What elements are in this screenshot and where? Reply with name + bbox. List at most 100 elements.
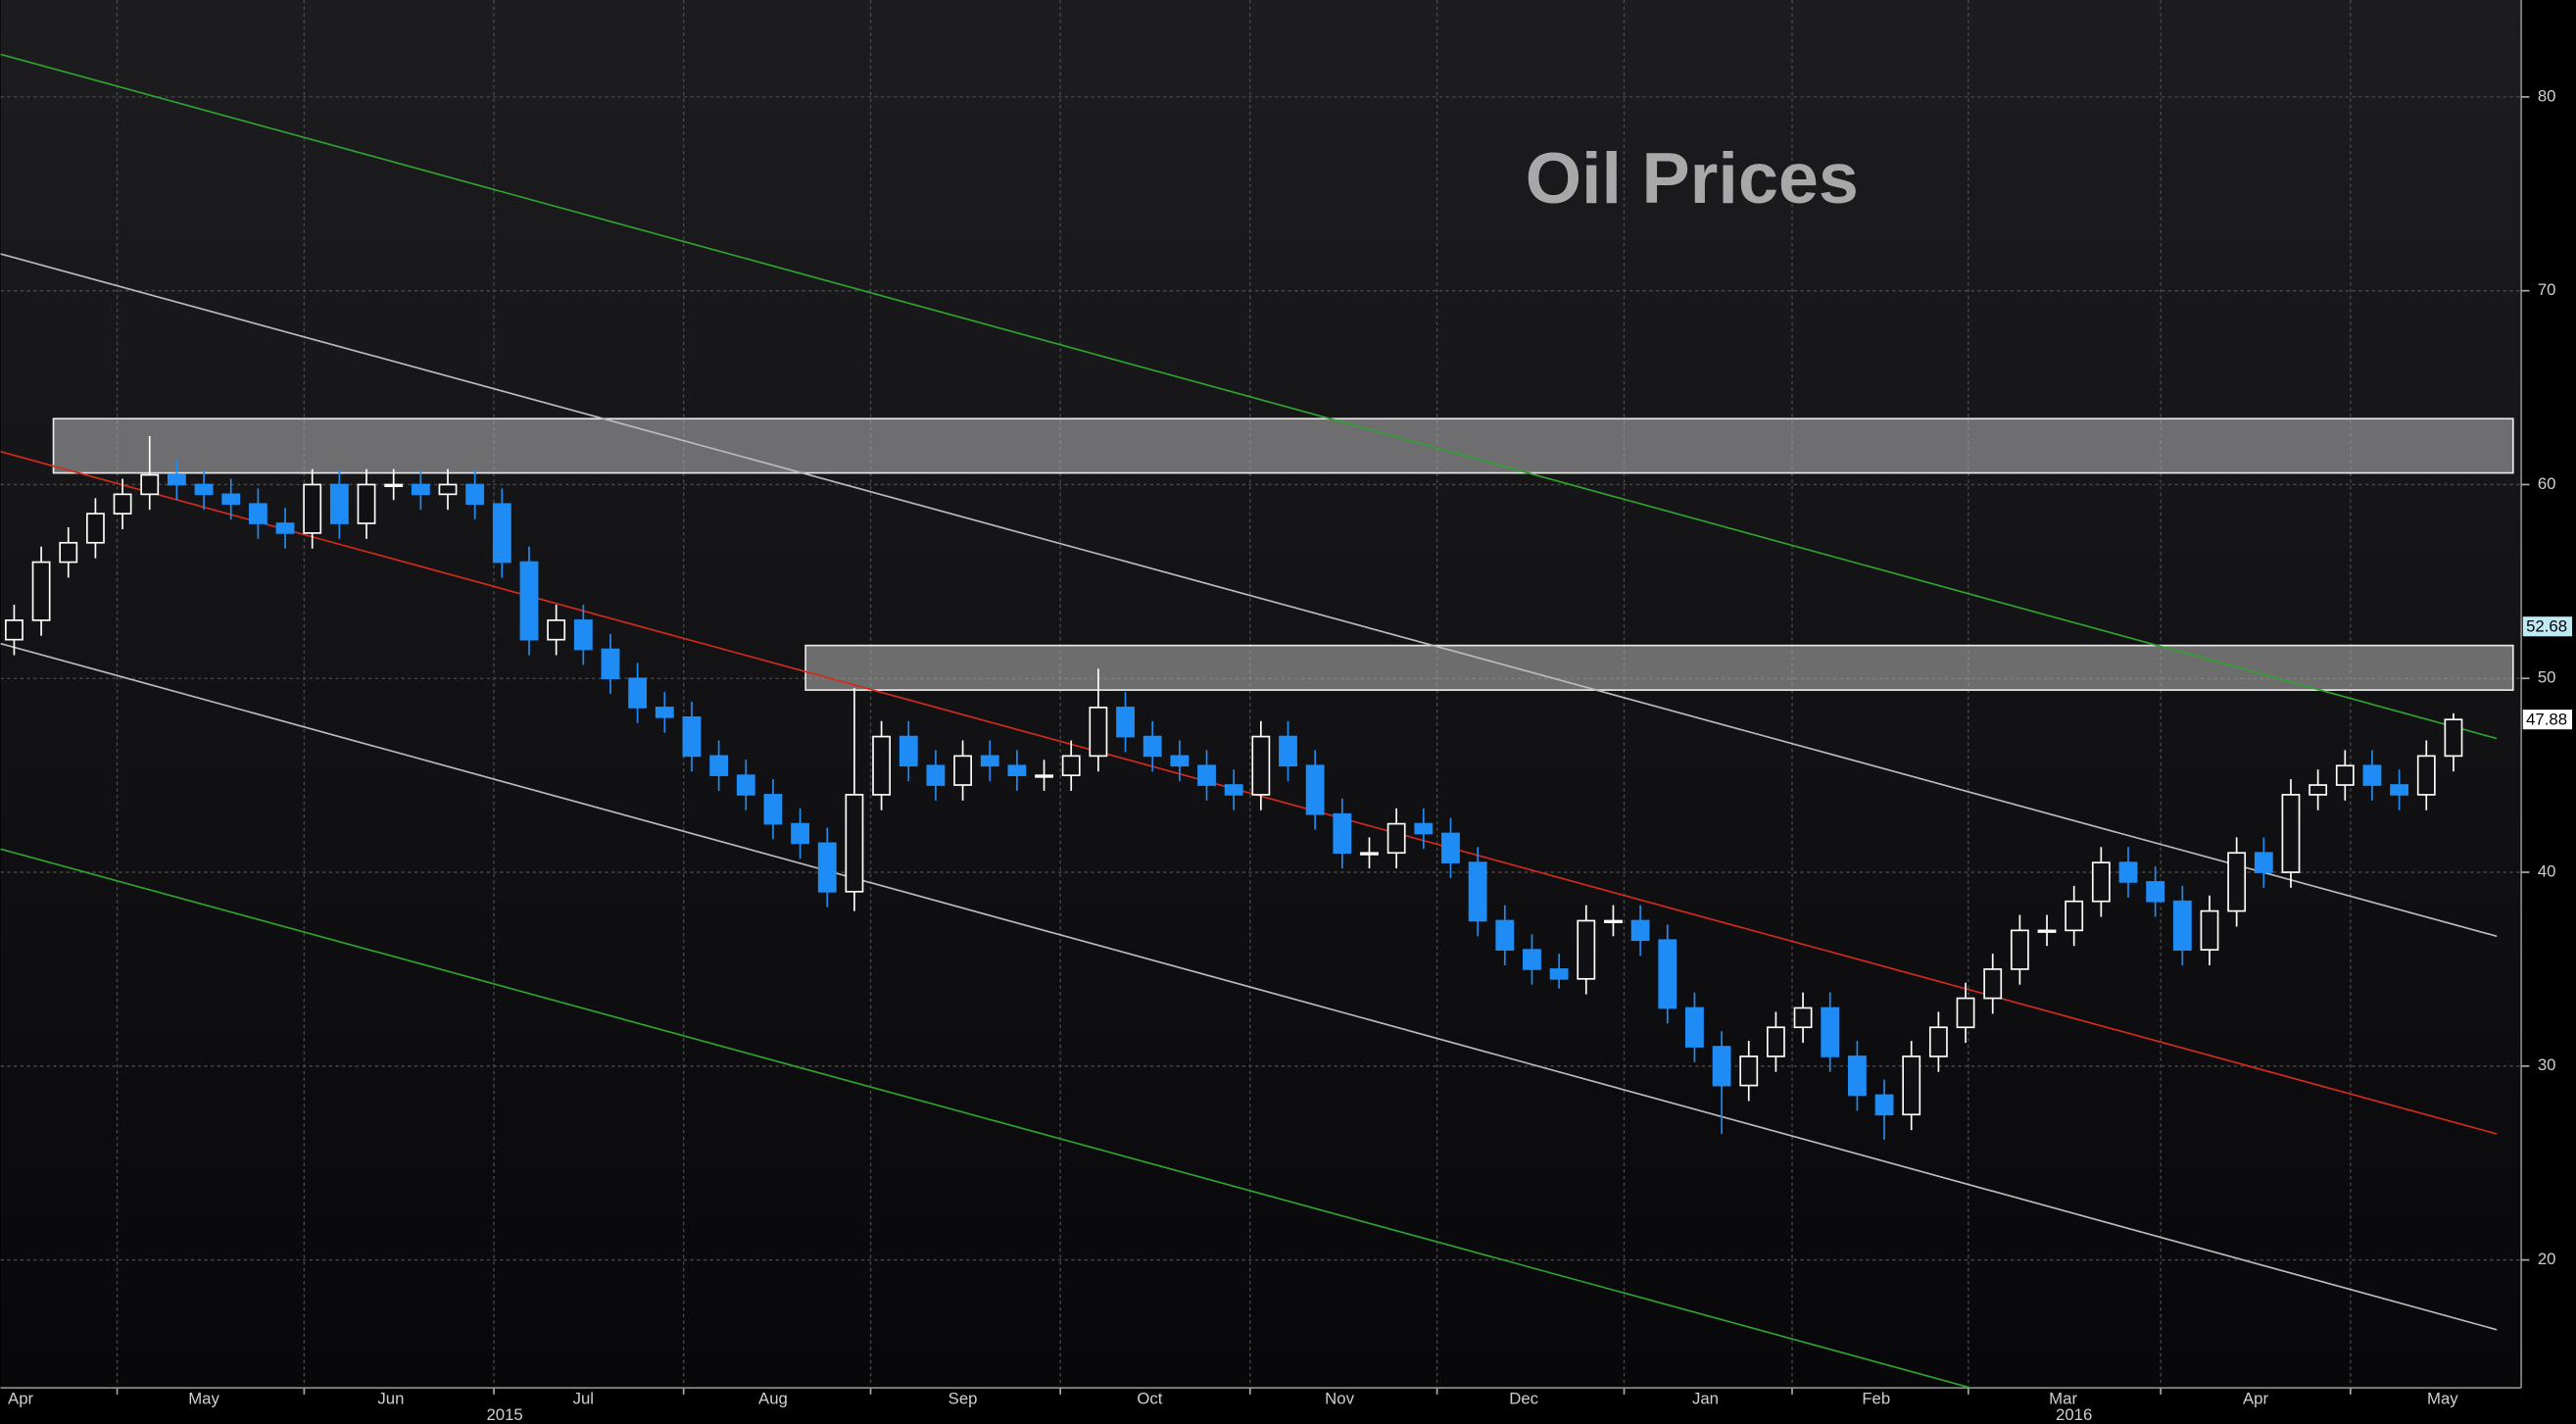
candle-body [1739, 1056, 1759, 1087]
candle-body [1495, 919, 1515, 951]
trendline [0, 451, 2498, 1135]
candle-body [1604, 919, 1623, 923]
candle-body [303, 483, 322, 534]
candle-body [2146, 881, 2165, 903]
candle-body [2172, 900, 2192, 951]
candle-body [1928, 1026, 1948, 1057]
trendline [0, 253, 2498, 938]
x-tick-label: Oct [1137, 1389, 1162, 1407]
candle-body [817, 842, 837, 893]
candle-body [2010, 929, 2029, 970]
resistance-zone [52, 417, 2514, 474]
candle-body [31, 561, 51, 621]
candle-body [167, 473, 186, 486]
candle-body [1685, 1007, 1704, 1048]
candle-body [1577, 919, 1596, 980]
candle-body [1983, 968, 2003, 1000]
candle-body [275, 522, 295, 534]
candle-body [248, 503, 267, 524]
candle-body [2091, 861, 2111, 903]
candle-body [384, 483, 404, 487]
candle-body [628, 677, 648, 709]
candle-body [1061, 755, 1081, 776]
x-tick-label: May [2427, 1389, 2458, 1407]
candle-body [2362, 764, 2382, 786]
candle-body [1197, 764, 1216, 786]
candle-body [547, 619, 566, 641]
candle-body [763, 794, 783, 825]
y-tick-label: 30 [2538, 1056, 2556, 1074]
trendline [0, 848, 1971, 1389]
trendline [0, 642, 2498, 1331]
candle-body [1468, 861, 1487, 922]
plot-area [0, 0, 2522, 1389]
candle-body [1142, 735, 1162, 758]
candle-body [601, 648, 620, 680]
candle-body [1251, 735, 1271, 796]
candle-body [5, 619, 24, 641]
candle-body [1766, 1026, 1785, 1057]
candle-body [1821, 1007, 1840, 1057]
y-tick-label: 20 [2538, 1250, 2556, 1268]
candle-body [2309, 784, 2328, 796]
candle-body [709, 755, 729, 776]
candle-body [1523, 949, 1541, 970]
candle-body [59, 541, 78, 564]
candle-body [465, 483, 485, 506]
y-tick-label: 50 [2538, 668, 2556, 687]
y-tick-label: 80 [2538, 86, 2556, 105]
candle-body [1386, 822, 1406, 855]
candle-body [2200, 909, 2219, 951]
candle-body [655, 707, 674, 718]
year-label: 2015 [486, 1405, 522, 1424]
y-tick-label: 70 [2538, 280, 2556, 299]
candle-body [411, 483, 430, 496]
price-tag [2522, 616, 2573, 637]
candle-body [2335, 764, 2355, 786]
x-tick-label: May [188, 1389, 219, 1407]
candle-body [1035, 774, 1053, 778]
candle-body [1658, 939, 1677, 1009]
candle-body [953, 755, 972, 786]
candle-body [2227, 852, 2247, 912]
x-tick-label: Nov [1325, 1389, 1354, 1407]
candle-body [1956, 997, 1975, 1029]
chart-title: Oil Prices [1526, 137, 1859, 219]
candle-body [2037, 929, 2057, 933]
x-tick-label: Jul [573, 1389, 594, 1407]
candle-body [1441, 832, 1460, 863]
candle-body [2416, 755, 2436, 796]
x-tick-label: Feb [1862, 1389, 1890, 1407]
resistance-zone [804, 644, 2514, 691]
y-tick-label: 40 [2538, 861, 2556, 880]
price-tag-label: 52.68 [2526, 616, 2567, 635]
candle-body [1089, 707, 1108, 758]
year-label: 2016 [2056, 1405, 2092, 1424]
x-tick-label: Jan [1692, 1389, 1719, 1407]
candle-body [329, 483, 349, 524]
candle-body [2254, 852, 2273, 873]
candle-body [1414, 822, 1434, 835]
candle-body [872, 735, 892, 796]
candle-body [221, 493, 241, 506]
candle-body [1305, 764, 1325, 815]
candle-body [438, 483, 458, 496]
candle-body [1360, 852, 1379, 856]
candle-body [140, 473, 160, 496]
x-tick-label: Aug [758, 1389, 788, 1407]
candle-body [86, 513, 105, 544]
candle-body [113, 493, 132, 515]
candle-body [845, 794, 864, 893]
x-tick-label: Dec [1509, 1389, 1538, 1407]
candle-body [1007, 764, 1027, 776]
candle-body [1874, 1094, 1894, 1116]
candle-body [1333, 812, 1352, 855]
candle-body [2281, 794, 2301, 873]
candle-body [1902, 1056, 1921, 1116]
candle-body [1793, 1007, 1813, 1029]
candle-body [1847, 1056, 1867, 1097]
x-tick-label: Jun [377, 1389, 404, 1407]
candle-body [1170, 755, 1190, 767]
